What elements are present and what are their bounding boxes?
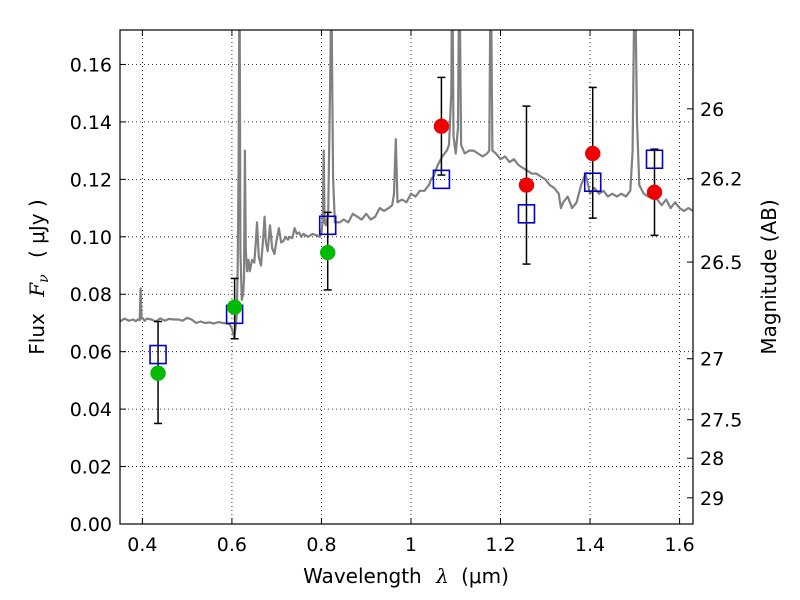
plot-frame [119, 29, 694, 525]
y-tick-label: 0.10 [70, 227, 112, 249]
error-bars [154, 76, 659, 425]
y-tick-label: 0.02 [70, 457, 112, 479]
observed-point-marker [150, 365, 166, 381]
right-tick-label: 27.5 [700, 410, 742, 432]
y-tick-label: 0.06 [70, 342, 112, 364]
plot-area [120, 30, 693, 339]
observed-point-marker [319, 244, 336, 261]
right-tick-label: 29 [700, 488, 724, 510]
right-axis-label: Magnitude (AB) [757, 199, 781, 354]
y-axis-label: Flux Fν ( μJy ) [25, 199, 53, 354]
x-tick-label: 1.2 [485, 534, 515, 556]
observed-point-marker [226, 299, 243, 315]
model-photometry-points [149, 149, 664, 365]
model-spectrum-line [120, 30, 693, 339]
y-tick-label: 0.04 [70, 399, 112, 421]
observed-point-marker [584, 145, 601, 162]
right-tick-label: 28 [700, 448, 724, 470]
y-tick-label: 0.00 [70, 514, 112, 536]
model-square-marker [149, 344, 167, 365]
x-tick-label: 1.6 [664, 534, 694, 556]
right-tick-label: 27 [700, 349, 724, 371]
model-square-marker [583, 172, 602, 193]
model-square-marker [432, 169, 451, 190]
axis-ticks: 0.4 0.6 0.8 1 1.2 1.4 1.6 0.00 0.02 0.04 0.06 0.08 0… [70, 30, 742, 556]
grid-lines [120, 30, 693, 525]
right-tick-label: 26 [700, 99, 724, 121]
y-tick-label: 0.12 [70, 169, 112, 191]
x-tick-label: 1.4 [575, 534, 605, 556]
observed-point-marker [433, 118, 450, 134]
x-tick-label: 1 [405, 534, 417, 556]
y-tick-label: 0.08 [70, 284, 112, 306]
y-tick-label: 0.16 [70, 54, 112, 76]
observed-point-marker [646, 184, 663, 201]
right-tick-label: 26.5 [700, 252, 742, 274]
y-tick-label: 0.14 [70, 112, 112, 134]
model-square-marker [645, 149, 664, 170]
model-square-marker [517, 204, 536, 224]
x-axis-label: Wavelength λ (μm) [303, 564, 509, 588]
right-tick-label: 26.2 [700, 169, 742, 191]
x-tick-label: 0.6 [217, 534, 247, 556]
x-tick-label: 0.8 [306, 534, 336, 556]
model-square-marker [318, 215, 337, 236]
observed-points [150, 118, 663, 381]
observed-point-marker [518, 177, 535, 193]
x-tick-label: 0.4 [127, 534, 157, 556]
